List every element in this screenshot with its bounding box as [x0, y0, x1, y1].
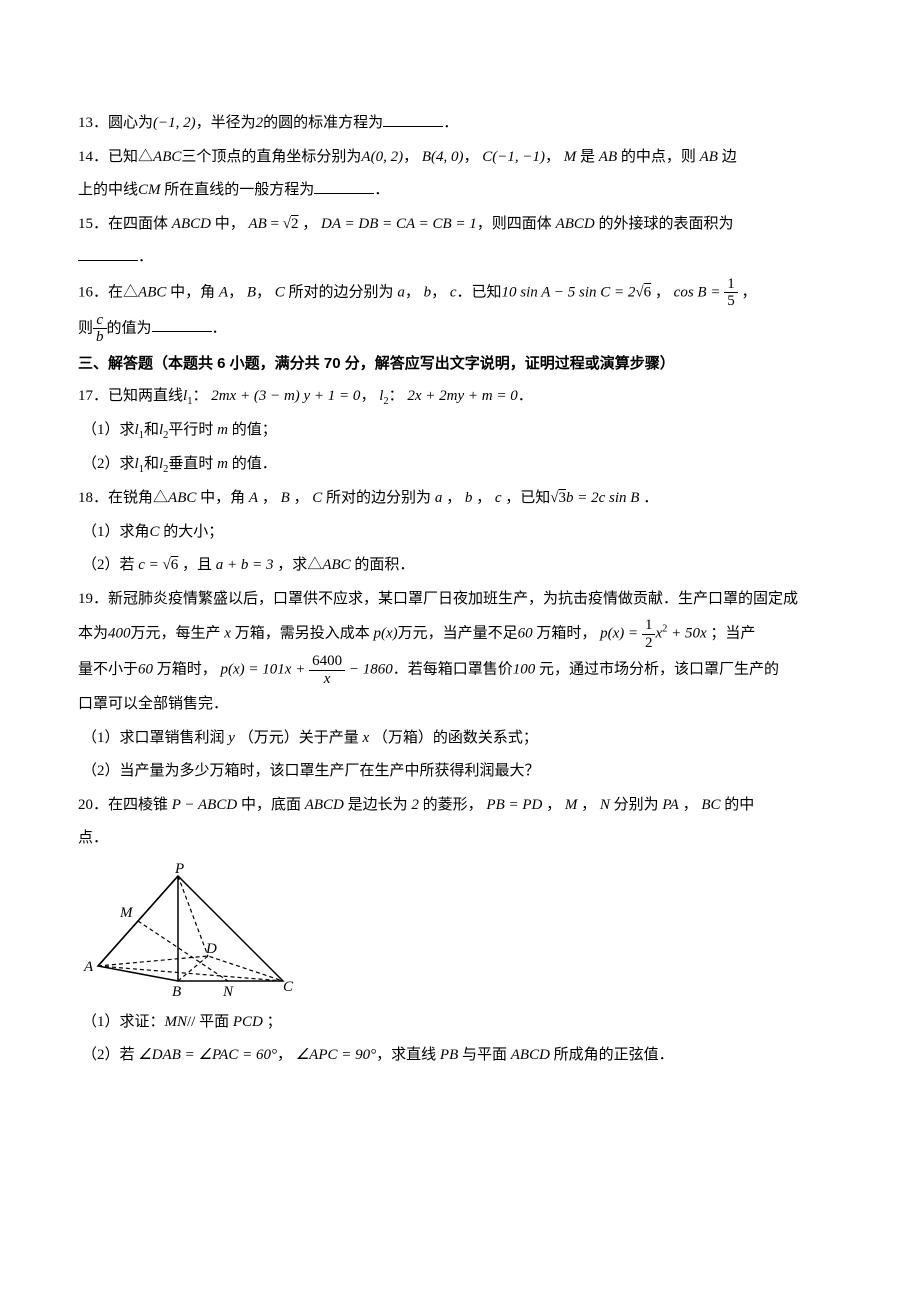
qnum: 18．	[78, 490, 108, 506]
blank	[383, 112, 443, 127]
vertex-N: N	[222, 984, 234, 1000]
fraction: 15	[724, 276, 738, 310]
fraction: cb	[93, 312, 107, 346]
qnum: 13．	[78, 115, 108, 131]
q15: 15．在四面体 ABCD 中， AB = √2 ， DA = DB = CA =…	[78, 209, 842, 241]
blank	[152, 317, 212, 332]
qnum: 17．	[78, 388, 108, 404]
q14: 14．已知△ABC三个顶点的直角坐标分别为A(0, 2)， B(4, 0)， C…	[78, 142, 842, 174]
vertex-D: D	[205, 941, 217, 957]
qnum: 15．	[78, 216, 108, 232]
vertex-P: P	[174, 861, 184, 877]
q16: 16．在△ABC 中，角 A， B， C 所对的边分别为 a， b， c．已知1…	[78, 276, 842, 310]
fraction: 12	[642, 617, 656, 651]
pyramid-diagram: P M A D B N C	[78, 861, 842, 1001]
qnum: 20．	[78, 797, 108, 813]
fraction: 6400x	[309, 653, 345, 687]
blank	[78, 246, 138, 261]
q18: 18．在锐角△ABC 中，角 A ， B ， C 所对的边分别为 a ， b ，…	[78, 483, 842, 515]
q19: 19．新冠肺炎疫情繁盛以后，口罩供不应求，某口罩厂日夜加班生产，为抗击疫情做贡献…	[78, 584, 842, 616]
vertex-M: M	[119, 905, 134, 921]
q20: 20．在四棱锥 P − ABCD 中，底面 ABCD 是边长为 2 的菱形， P…	[78, 790, 842, 822]
vertex-A: A	[83, 959, 94, 975]
qnum: 14．	[78, 149, 108, 165]
qnum: 19．	[78, 591, 108, 607]
q17: 17．已知两直线l1： 2mx + (3 − m) y + 1 = 0， l2：…	[78, 381, 842, 413]
vertex-B: B	[172, 984, 181, 1000]
blank	[314, 179, 374, 194]
vertex-C: C	[283, 979, 294, 995]
qnum: 16．	[78, 284, 108, 300]
section-3-header: 三、解答题（本题共 6 小题，满分共 70 分，解答应写出文字说明，证明过程或演…	[78, 348, 842, 380]
q13: 13．圆心为(−1, 2)，半径为2的圆的标准方程为．	[78, 108, 842, 140]
